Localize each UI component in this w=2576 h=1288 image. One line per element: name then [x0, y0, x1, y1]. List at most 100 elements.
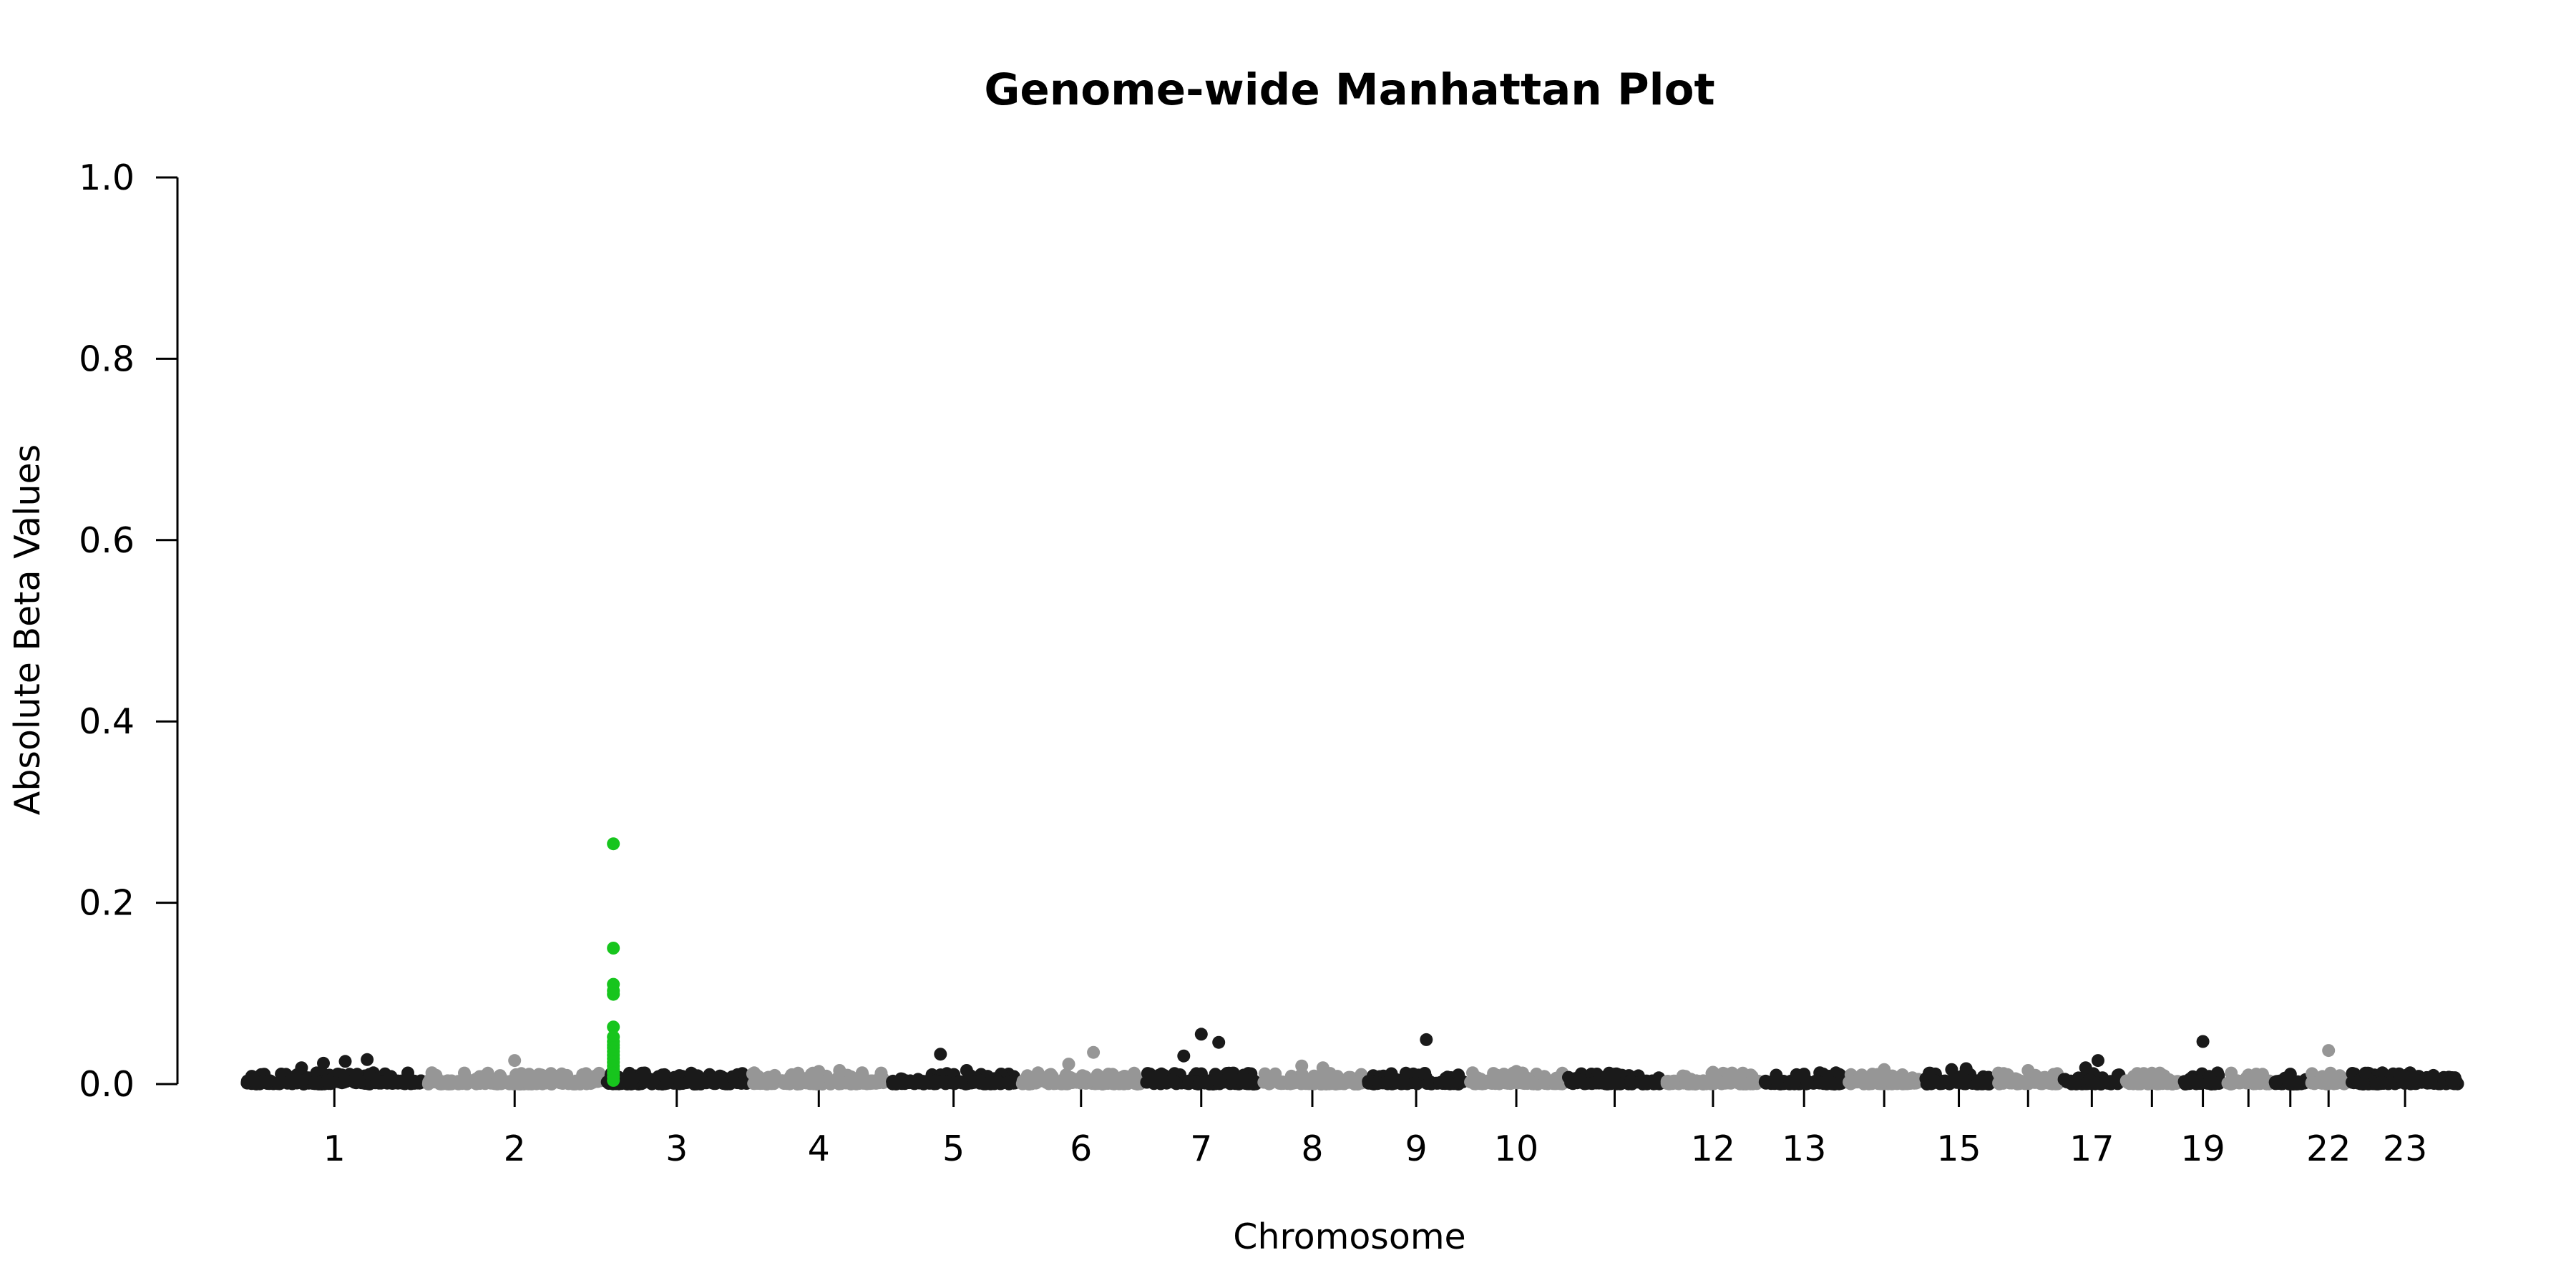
- snp-point: [1928, 1075, 1942, 1088]
- snp-point: [1350, 1075, 1363, 1089]
- x-tick-label: 13: [1782, 1128, 1826, 1169]
- snp-point: [751, 1070, 765, 1083]
- snp-point: [1905, 1076, 1918, 1090]
- snp-peak-point: [361, 1053, 374, 1066]
- snp-peak-point: [481, 1066, 494, 1080]
- snp-point: [2311, 1075, 2324, 1089]
- snp-point: [2011, 1073, 2024, 1086]
- snp-point: [1843, 1075, 1856, 1089]
- snp-point: [870, 1075, 884, 1088]
- snp-point: [765, 1077, 779, 1091]
- snp-point: [1110, 1075, 1123, 1089]
- snp-point: [2358, 1066, 2372, 1080]
- snp-point: [308, 1075, 321, 1089]
- snp-point: [1180, 1075, 1194, 1089]
- snp-point: [850, 1075, 864, 1088]
- snp-point: [286, 1075, 298, 1089]
- snp-point: [1662, 1075, 1675, 1088]
- snp-peak-point: [295, 1061, 308, 1075]
- snp-point: [363, 1068, 376, 1081]
- snp-point: [929, 1075, 942, 1088]
- x-tick-label: 3: [665, 1128, 688, 1169]
- snp-peak-point: [934, 1048, 947, 1061]
- snp-point: [1538, 1074, 1552, 1088]
- y-tick-label: 0.4: [79, 701, 135, 742]
- snp-point: [1770, 1074, 1784, 1088]
- snp-point: [589, 1069, 602, 1083]
- snp-point: [409, 1075, 422, 1089]
- snp-point: [275, 1075, 289, 1089]
- highlight-point: [607, 942, 620, 955]
- snp-point: [1030, 1075, 1044, 1088]
- y-tick-label: 0.8: [79, 338, 135, 379]
- snp-peak-point: [833, 1064, 847, 1077]
- snp-peak-point: [1316, 1061, 1330, 1075]
- snp-point: [2203, 1070, 2217, 1084]
- snp-point: [1409, 1076, 1422, 1090]
- y-axis: 0.0 0.2 0.4 0.6 0.8 1.0: [79, 157, 179, 1105]
- snp-point: [1994, 1074, 2008, 1088]
- snp-peak-point: [1420, 1033, 1433, 1046]
- snp-point: [979, 1077, 992, 1091]
- snp-point: [2090, 1076, 2104, 1090]
- chart-title: Genome-wide Manhattan Plot: [984, 64, 1714, 115]
- snp-peak-point: [1945, 1063, 1958, 1076]
- snp-point: [1383, 1074, 1397, 1088]
- snp-peak-point: [1706, 1065, 1719, 1079]
- snp-point: [1683, 1077, 1697, 1091]
- x-axis: 1 2 3 4 5 6 7 8 9 10 12 13 15 17 19 22 23: [323, 1083, 2427, 1169]
- snp-point: [458, 1072, 472, 1085]
- snp-point: [1168, 1075, 1181, 1088]
- x-tick-label: 8: [1301, 1128, 1323, 1169]
- snp-peak-point: [338, 1055, 352, 1068]
- data-points: [240, 837, 2464, 1091]
- snp-peak-point: [2322, 1044, 2336, 1058]
- y-tick-label: 1.0: [79, 157, 135, 198]
- snp-point: [886, 1077, 899, 1091]
- snp-point: [1334, 1076, 1347, 1090]
- snp-point: [1443, 1076, 1456, 1090]
- snp-point: [1971, 1077, 1984, 1091]
- snp-point: [2371, 1077, 2385, 1091]
- snp-point: [1198, 1076, 1211, 1090]
- snp-point: [1783, 1077, 1796, 1091]
- snp-point: [2192, 1077, 2205, 1091]
- snp-point: [1744, 1077, 1757, 1091]
- snp-point: [1002, 1075, 1015, 1089]
- snp-point: [2356, 1076, 2370, 1090]
- snp-point: [640, 1075, 653, 1088]
- x-tick-label: 1: [323, 1128, 346, 1169]
- snp-point: [2029, 1075, 2043, 1089]
- snp-point: [1295, 1075, 1309, 1088]
- snp-point: [2150, 1077, 2164, 1091]
- snp-point: [335, 1076, 348, 1090]
- snp-point: [1245, 1077, 1259, 1091]
- snp-point: [1226, 1072, 1240, 1085]
- snp-point: [497, 1075, 511, 1088]
- snp-peak-point: [812, 1065, 826, 1078]
- snp-point: [967, 1075, 981, 1089]
- snp-peak-point: [1177, 1049, 1191, 1063]
- snp-point: [947, 1076, 961, 1090]
- snp-point: [712, 1075, 726, 1088]
- snp-point: [1483, 1075, 1497, 1088]
- snp-point: [1699, 1077, 1712, 1091]
- snp-point: [1140, 1075, 1153, 1089]
- snp-point: [834, 1075, 848, 1089]
- snp-peak-point: [2079, 1061, 2092, 1075]
- snp-point: [1099, 1075, 1113, 1088]
- x-tick-label: 6: [1070, 1128, 1092, 1169]
- y-tick-label: 0.2: [79, 883, 135, 924]
- snp-point: [1466, 1066, 1479, 1080]
- snp-point: [1883, 1074, 1896, 1088]
- snp-point: [353, 1075, 367, 1088]
- snp-peak-point: [535, 1068, 548, 1082]
- snp-point: [1044, 1075, 1058, 1089]
- snp-point: [429, 1074, 443, 1088]
- x-tick-label: 15: [1936, 1128, 1981, 1169]
- snp-point: [2426, 1068, 2440, 1082]
- snp-point: [2269, 1077, 2283, 1091]
- snp-point: [1362, 1075, 1375, 1088]
- snp-peak-point: [1399, 1066, 1413, 1080]
- y-tick-label: 0.6: [79, 520, 135, 561]
